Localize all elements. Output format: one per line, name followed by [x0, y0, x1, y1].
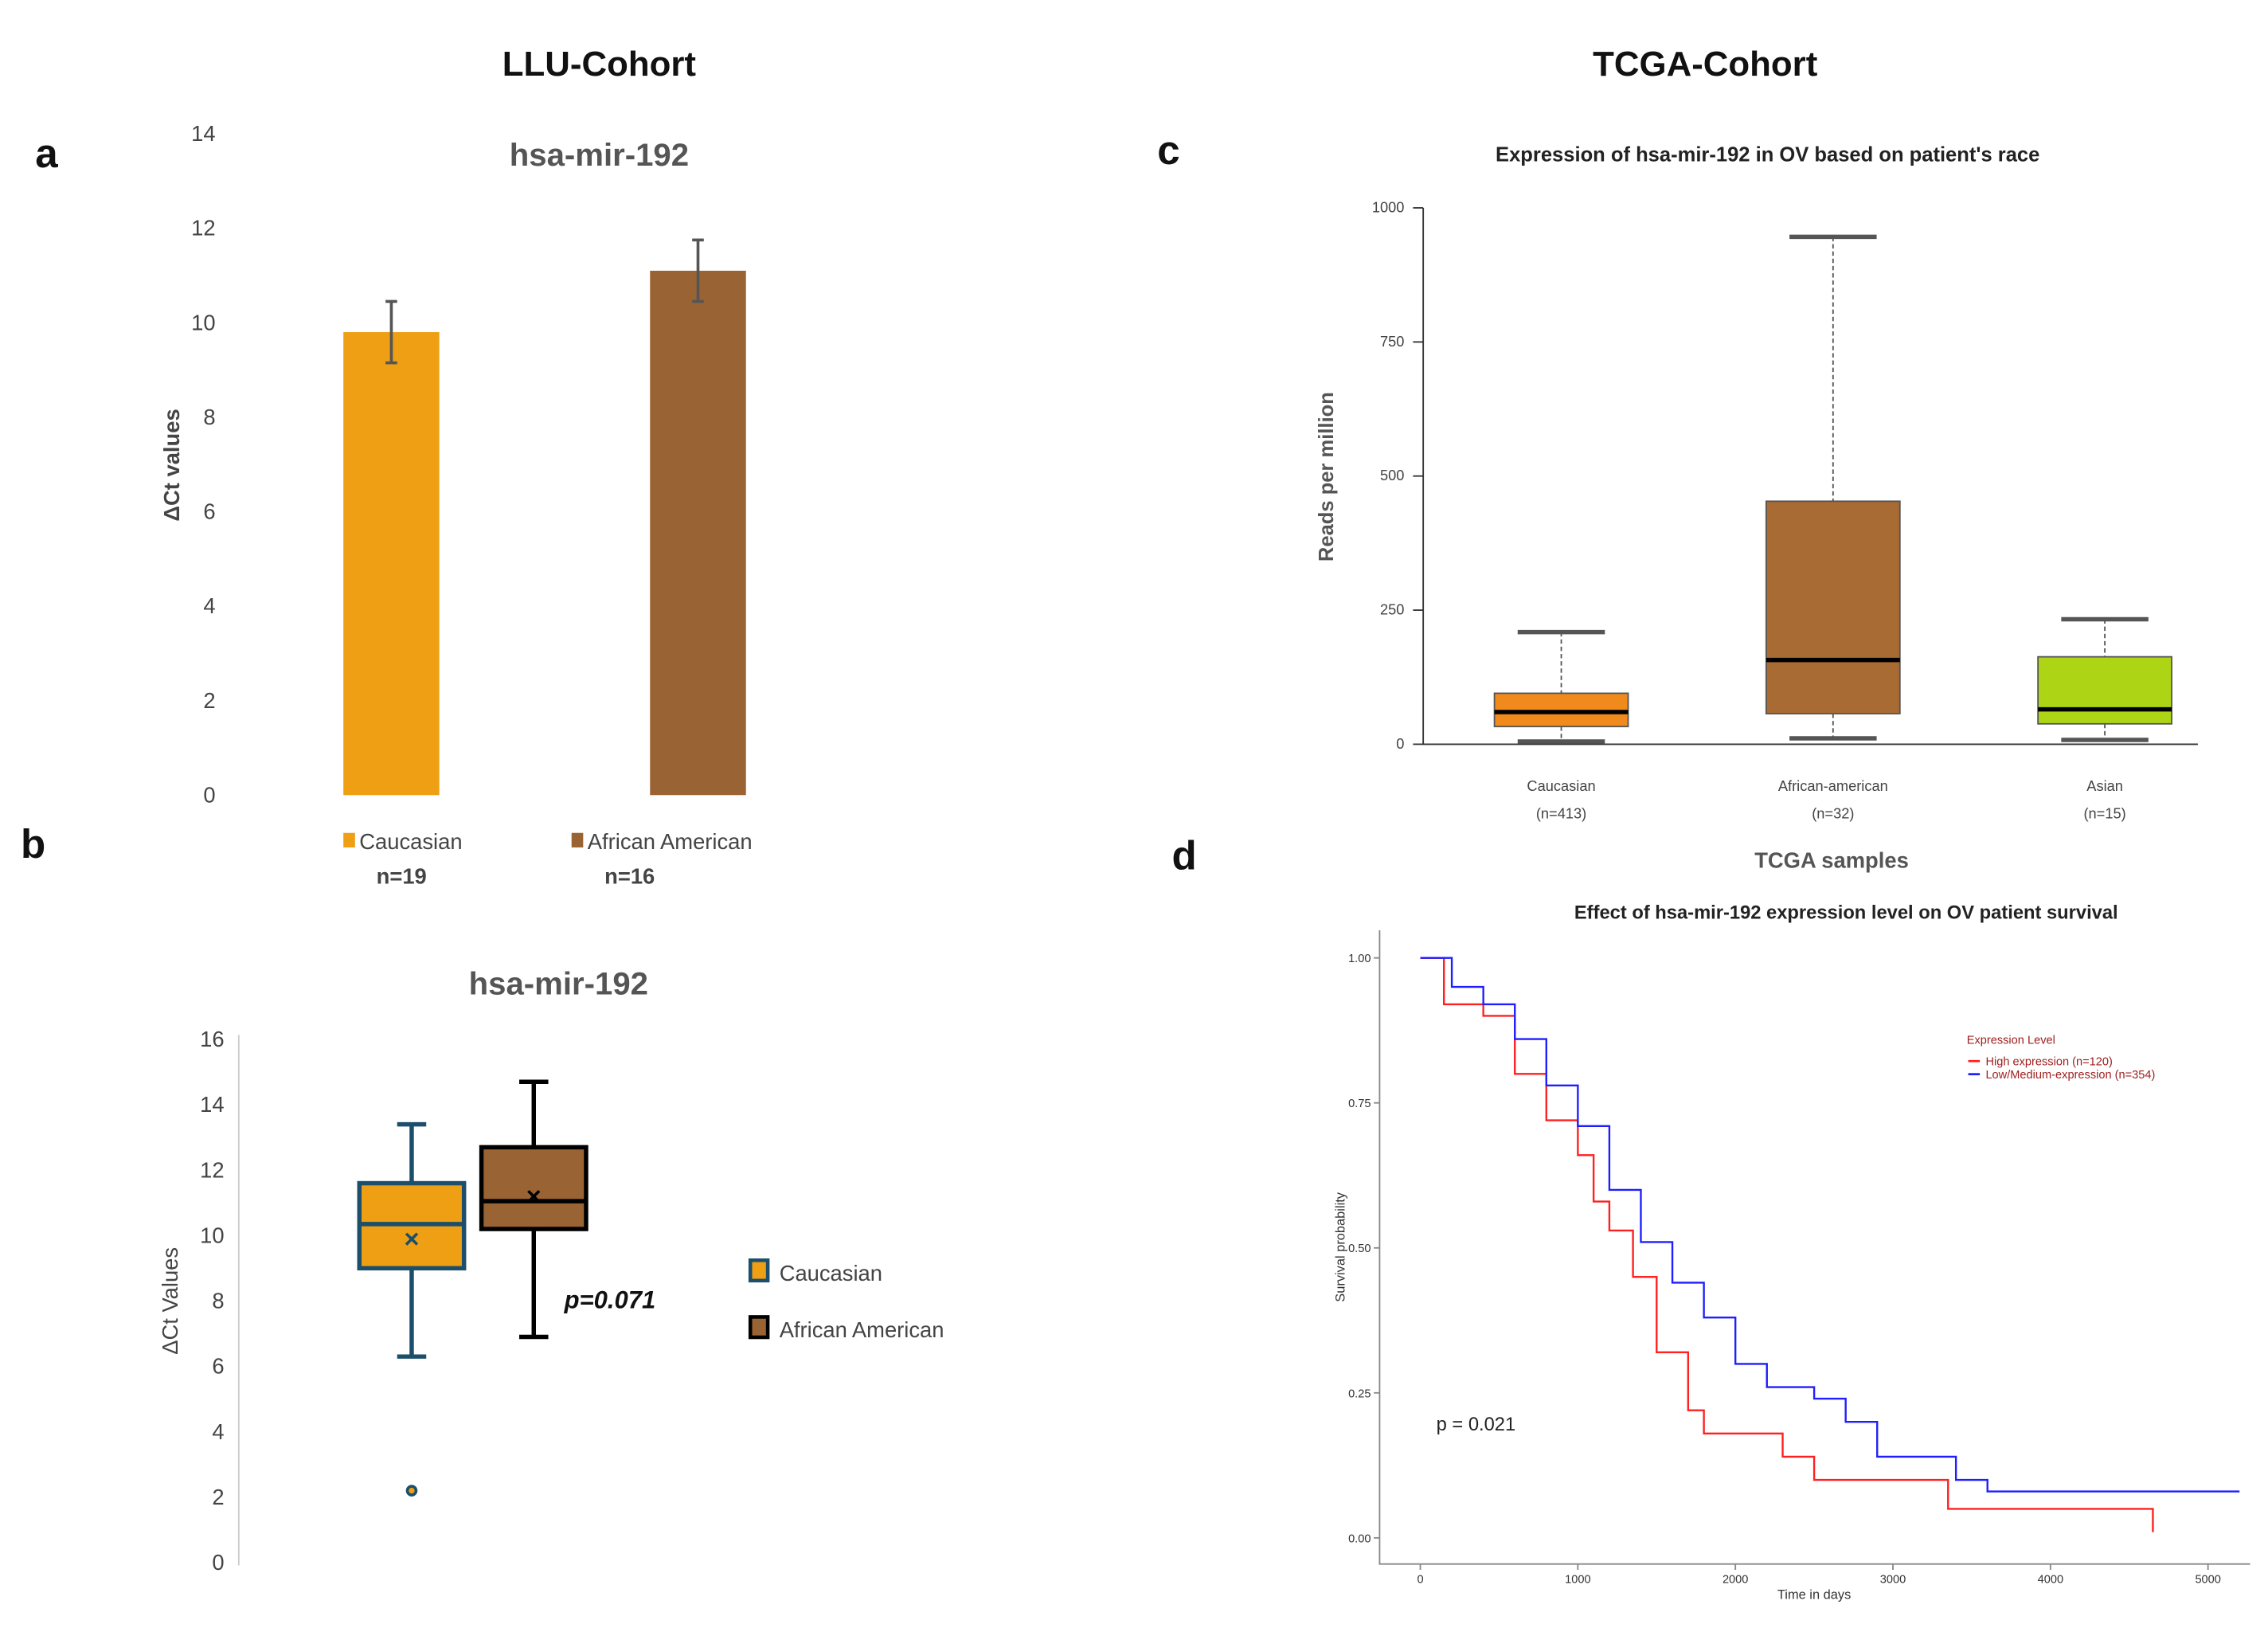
y-tick-label: 0 — [212, 1550, 224, 1575]
legend-label-1: African American — [780, 1317, 944, 1342]
y-tick-label: 1000 — [1372, 198, 1405, 215]
y-tick-label: 0 — [203, 782, 215, 807]
x-axis-label: TCGA samples — [1754, 848, 1909, 873]
y-tick-label: 0.25 — [1348, 1387, 1371, 1400]
mean-marker-1: × — [526, 1181, 542, 1211]
x-tick-label-2: Asian — [2086, 777, 2123, 794]
sample-size-0: n=19 — [377, 864, 427, 889]
y-tick-label: 12 — [200, 1157, 224, 1182]
legend-swatch-0 — [748, 1258, 770, 1283]
whisker-cap-1 — [1789, 234, 1877, 741]
y-tick-label: 6 — [212, 1354, 224, 1379]
y-tick-label: 0.75 — [1348, 1098, 1371, 1110]
y-tick-label: 1.00 — [1348, 953, 1371, 965]
panel-d-survival-plot: Effect of hsa-mir-192 expression level o… — [1334, 902, 2250, 1603]
legend-label-1: Low/Medium-expression (n=354) — [1985, 1069, 2155, 1082]
legend-label-1: African American — [588, 829, 753, 854]
chart-title: Expression of hsa-mir-192 in OV based on… — [1496, 144, 2039, 166]
chart-title: hsa-mir-192 — [469, 965, 648, 1001]
y-tick-label: 4 — [212, 1419, 224, 1444]
bar-0 — [343, 332, 440, 796]
llu-cohort-header: LLU-Cohort — [502, 45, 697, 84]
chart-title: hsa-mir-192 — [510, 137, 689, 173]
error-bar-1 — [692, 238, 704, 303]
error-bar-0 — [385, 299, 397, 365]
x-tick-label: 4000 — [2038, 1573, 2063, 1586]
y-tick-label: 14 — [191, 121, 215, 146]
y-tick-label: 10 — [191, 310, 215, 335]
y-axis-label: Reads per million — [1316, 392, 1338, 562]
panel-letter-c: c — [1157, 127, 1179, 173]
x-tick-label: 2000 — [1723, 1573, 1748, 1586]
legend-title: Expression Level — [1967, 1034, 2055, 1047]
survival-curve-1 — [1420, 957, 2240, 1493]
y-tick-label: 500 — [1380, 467, 1404, 483]
panel-letter-a: a — [35, 131, 58, 176]
sample-size-2: (n=15) — [2083, 804, 2125, 821]
x-tick-label: 1000 — [1565, 1573, 1590, 1586]
x-axis-label: Time in days — [1777, 1588, 1851, 1603]
y-tick-label: 0.00 — [1348, 1532, 1371, 1545]
legend-label-0: High expression (n=120) — [1985, 1056, 2112, 1069]
p-value-annotation: p = 0.021 — [1437, 1415, 1516, 1435]
x-tick-label: 0 — [1417, 1573, 1423, 1586]
legend-swatch-1 — [571, 832, 584, 847]
y-tick-label: 16 — [200, 1027, 224, 1051]
x-tick-label: 3000 — [1880, 1573, 1906, 1586]
legend-label-0: Caucasian — [359, 829, 462, 854]
panel-a-bar-chart: hsa-mir-192 0 2 4 6 8 10 12 14 ΔCt values Caucasia… — [159, 121, 753, 889]
whisker-1 — [519, 1079, 549, 1340]
y-tick-label: 10 — [200, 1223, 224, 1247]
y-tick-label: 8 — [203, 405, 215, 429]
p-value-annotation: p=0.071 — [564, 1286, 656, 1314]
y-tick-label: 14 — [200, 1092, 224, 1117]
legend-swatch-0 — [343, 832, 355, 847]
box-1 — [479, 1145, 589, 1231]
chart-title: Effect of hsa-mir-192 expression level o… — [1574, 902, 2118, 923]
whisker-cap-0 — [1517, 629, 1605, 744]
panel-b-box-plot: hsa-mir-192 0 2 4 6 8 10 12 14 16 ΔCt Values × Cauca… — [158, 965, 944, 1575]
legend-label-0: Caucasian — [780, 1261, 882, 1286]
mean-marker-0: × — [404, 1223, 419, 1253]
whisker-0 — [397, 1121, 427, 1359]
box-2 — [2037, 656, 2172, 725]
whisker-cap-2 — [2061, 616, 2149, 742]
y-tick-label: 4 — [203, 593, 215, 618]
y-tick-label: 750 — [1380, 333, 1404, 350]
y-tick-label: 2 — [212, 1485, 224, 1509]
sample-size-1: n=16 — [604, 864, 655, 889]
y-axis-label: ΔCt Values — [158, 1247, 182, 1355]
y-axis-label: Survival probability — [1334, 1192, 1348, 1301]
tcga-cohort-header: TCGA-Cohort — [1593, 45, 1818, 84]
outlier-point — [405, 1485, 418, 1497]
y-axis-label: ΔCt values — [159, 409, 184, 521]
y-tick-label: 6 — [203, 499, 215, 524]
x-tick-label-1: African-american — [1778, 777, 1888, 794]
y-tick-label: 8 — [212, 1289, 224, 1313]
panel-letter-d: d — [1171, 832, 1196, 878]
y-tick-label: 250 — [1380, 601, 1404, 618]
axes — [1378, 930, 2250, 1565]
x-tick-label-0: Caucasian — [1527, 777, 1595, 794]
panel-c-box-plot: Expression of hsa-mir-192 in OV based on… — [1316, 144, 2198, 873]
bar-1 — [650, 270, 746, 796]
y-tick-label: 0 — [1396, 735, 1404, 752]
y-tick-label: 12 — [191, 216, 215, 241]
y-tick-label: 2 — [203, 688, 215, 713]
sample-size-1: (n=32) — [1812, 804, 1854, 821]
y-tick-label: 0.50 — [1348, 1243, 1371, 1255]
x-tick-label: 5000 — [2195, 1573, 2220, 1586]
sample-size-0: (n=413) — [1536, 804, 1586, 821]
box-1 — [1765, 500, 1901, 714]
legend-swatch-1 — [748, 1315, 770, 1340]
panel-letter-b: b — [21, 821, 45, 867]
